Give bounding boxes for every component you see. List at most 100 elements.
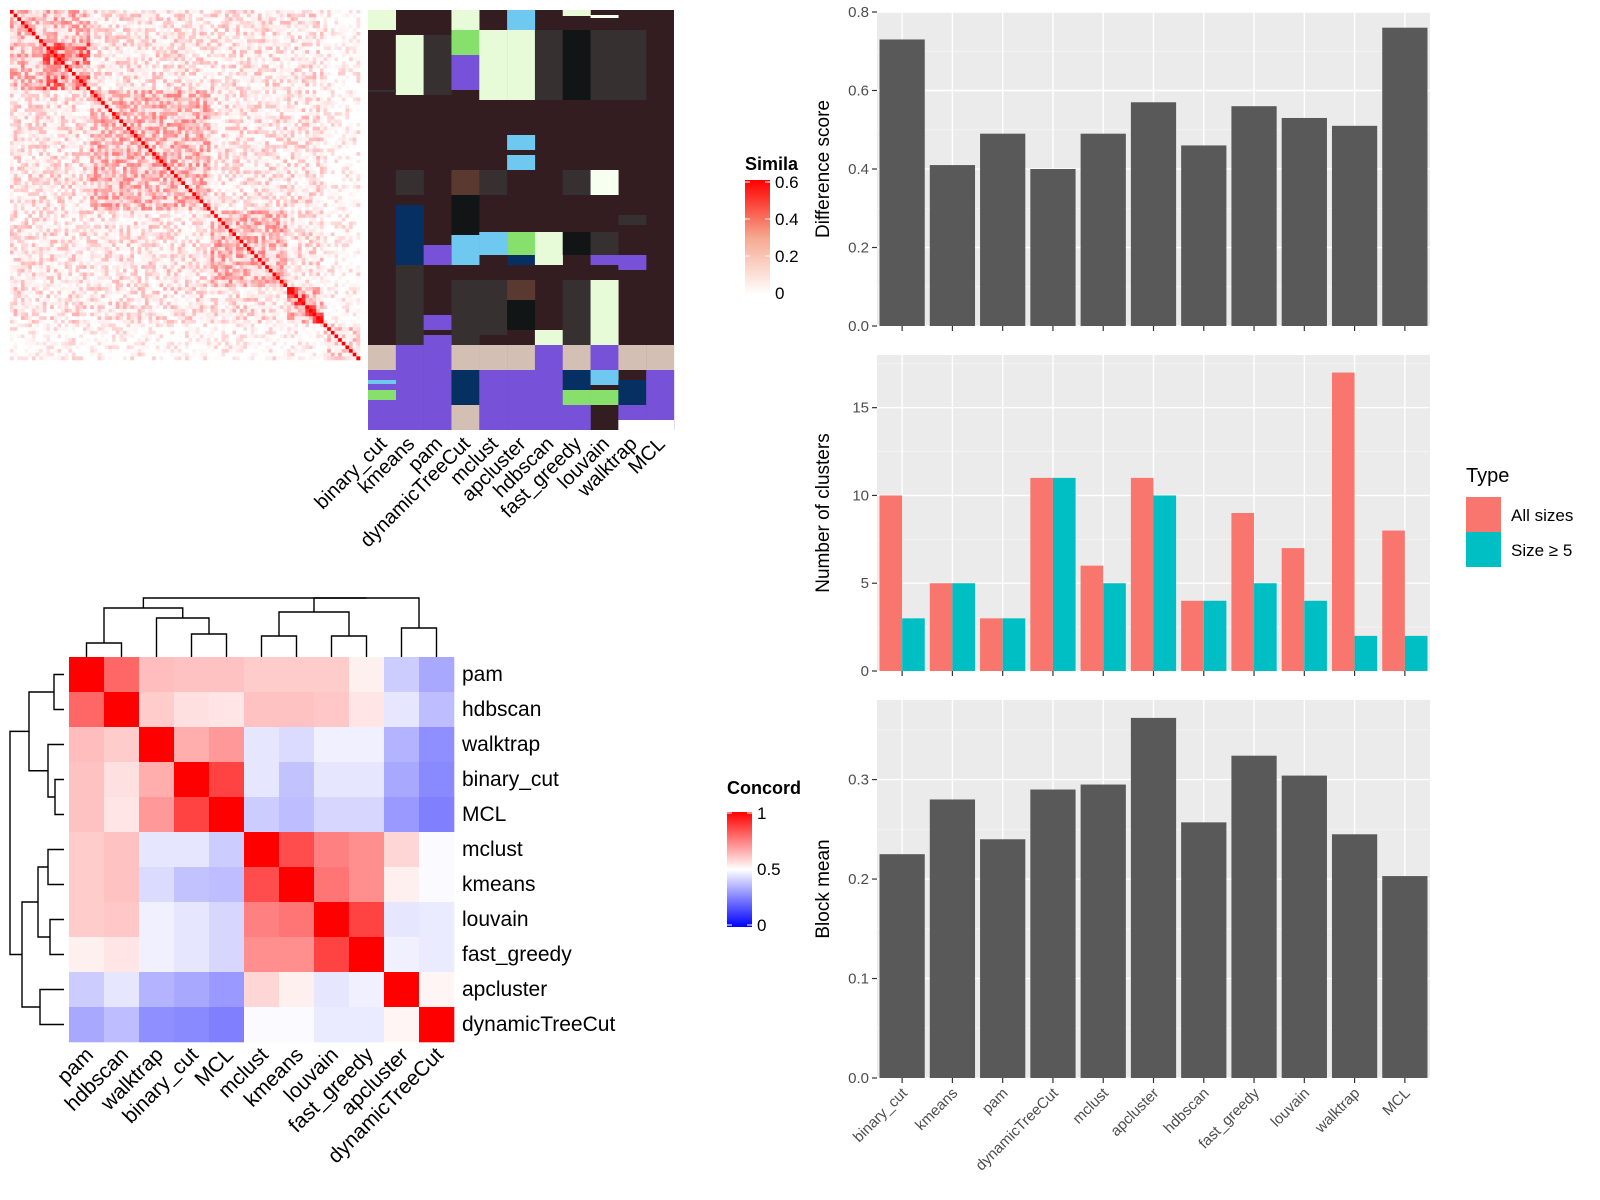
similarity-cell [61,53,65,58]
similarity-cell [177,119,182,124]
similarity-cell [61,61,65,65]
similarity-cell [316,112,321,117]
similarity-cell [101,97,106,102]
similarity-cell [93,61,98,65]
similarity-cell [352,188,357,193]
similarity-cell [46,17,51,22]
similarity-cell [64,133,69,138]
similarity-cell [254,177,259,182]
similarity-cell [261,163,266,168]
similarity-cell [46,148,51,153]
similarity-cell [334,75,339,80]
similarity-cell [148,152,153,157]
similarity-cell [199,24,204,29]
similarity-cell [137,119,142,124]
similarity-cell [243,119,248,124]
similarity-cell [79,188,84,193]
similarity-cell [327,133,332,138]
similarity-cell [272,20,277,25]
similarity-cell [276,10,281,14]
similarity-cell [148,10,153,14]
similarity-cell [104,174,109,179]
similarity-cell [217,42,222,47]
similarity-cell [279,108,284,113]
similarity-cell [330,28,335,33]
similarity-cell [206,93,211,98]
similarity-cell [341,123,346,127]
similarity-cell [225,141,230,146]
similarity-cell [90,133,95,138]
similarity-cell [141,97,146,102]
similarity-cell [290,75,295,80]
similarity-cell [181,13,186,18]
similarity-cell [50,24,55,29]
similarity-cell [28,64,33,69]
similarity-cell [130,112,135,117]
similarity-cell [327,24,332,29]
similarity-cell [323,174,328,179]
similarity-cell [35,31,40,36]
similarity-cell [308,177,313,182]
similarity-cell [166,177,171,182]
similarity-cell [152,185,157,189]
similarity-cell [57,79,62,84]
similarity-cell [243,101,248,106]
similarity-cell [185,174,189,179]
similarity-cell [10,90,14,95]
similarity-cell [243,24,248,29]
similarity-cell [349,137,354,142]
similarity-cell [319,130,324,135]
similarity-cell [137,188,142,193]
similarity-cell [159,97,164,102]
similarity-cell [75,177,80,182]
similarity-cell [159,13,164,18]
similarity-cell [330,148,335,153]
similarity-cell [323,31,328,36]
similarity-cell [312,185,317,189]
similarity-cell [232,39,237,44]
similarity-cell [141,90,146,95]
similarity-cell [214,90,219,95]
similarity-cell [283,174,288,179]
similarity-cell [141,17,146,22]
similarity-cell [181,90,186,95]
similarity-cell [35,130,40,135]
similarity-cell [119,101,124,106]
similarity-cell [10,148,14,153]
similarity-cell [199,108,204,113]
similarity-cell [93,57,98,62]
similarity-cell [276,13,281,18]
similarity-cell [319,152,324,157]
similarity-cell [316,61,321,65]
similarity-cell [261,123,266,127]
similarity-cell [312,133,317,138]
similarity-cell [13,64,18,69]
similarity-cell [290,17,295,22]
similarity-cell [265,141,270,146]
similarity-cell [64,130,69,135]
similarity-cell [250,174,255,179]
similarity-cell [46,166,51,171]
similarity-cell [305,188,310,193]
similarity-cell [341,68,346,73]
similarity-cell [305,119,310,124]
similarity-cell [108,155,113,160]
similarity-cell [290,97,295,102]
similarity-cell [123,75,127,80]
similarity-cell [104,93,109,98]
similarity-cell [338,35,343,40]
similarity-cell [257,174,262,179]
similarity-cell [166,17,171,22]
similarity-cell [130,148,135,153]
similarity-cell [174,112,179,117]
similarity-cell [155,90,160,95]
similarity-cell [31,123,36,127]
similarity-cell [50,61,55,65]
similarity-cell [272,181,277,186]
similarity-cell [232,82,237,87]
similarity-cell [217,39,222,44]
similarity-cell [68,181,73,186]
similarity-cell [206,119,211,124]
similarity-cell [206,50,211,55]
similarity-cell [327,185,332,189]
